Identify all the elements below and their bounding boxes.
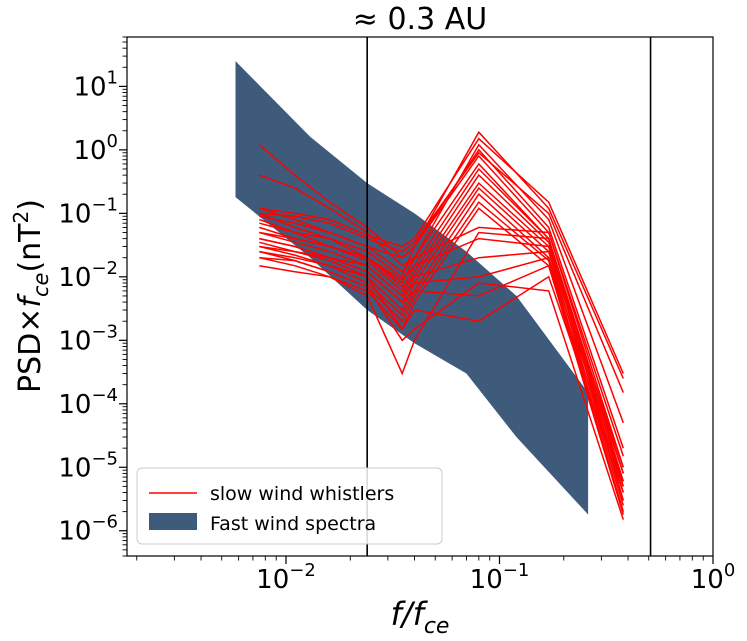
- y-tick-labels: 101 100 10−1 10−2 10−3 10−4 10−5 10−6: [58, 67, 118, 546]
- y-tick-label: 101: [73, 67, 118, 102]
- y-axis-label-sup: 2: [9, 211, 33, 224]
- y-axis-label: PSD×fce(nT2): [9, 199, 53, 393]
- whistler-line-13: [259, 215, 625, 457]
- whistler-lines-layer: [258, 130, 625, 520]
- x-axis-label: f/fce: [391, 595, 450, 639]
- whistler-line-4: [259, 154, 625, 468]
- y-tick-label: 10−4: [58, 385, 118, 420]
- legend: slow wind whistlers Fast wind spectra: [136, 467, 443, 545]
- y-axis-label-pre: PSD×: [13, 308, 48, 393]
- x-tick-label: 100: [691, 560, 736, 595]
- whistler-line-21: [259, 231, 625, 501]
- whistler-line-19: [259, 151, 624, 393]
- legend-swatch-fast-wind: [149, 513, 197, 530]
- ticks-layer: [119, 36, 714, 564]
- x-axis-label-base: f/f: [391, 595, 429, 633]
- whistler-line-22: [259, 256, 625, 520]
- x-axis-label-sub: ce: [424, 614, 450, 639]
- legend-box: [136, 467, 443, 545]
- whistler-line-14: [259, 222, 625, 468]
- whistler-line-17: [259, 245, 625, 487]
- y-tick-label: 100: [73, 131, 118, 166]
- y-axis-label-close: ): [13, 199, 48, 211]
- y-tick-label: 10−3: [58, 321, 118, 356]
- legend-label-fast-wind: Fast wind spectra: [210, 513, 376, 535]
- y-tick-label: 10−2: [58, 258, 118, 293]
- y-axis-label-sub: ce: [29, 273, 53, 297]
- whistler-line-5: [259, 162, 625, 474]
- y-tick-label: 10−1: [58, 194, 118, 229]
- y-tick-label: 10−5: [58, 448, 118, 483]
- whistler-line-20: [259, 137, 624, 374]
- legend-label-whistlers: slow wind whistlers: [210, 483, 394, 505]
- x-tick-label: 10−1: [470, 560, 530, 595]
- whistler-line-18: [259, 250, 625, 493]
- whistler-line-2: [259, 143, 625, 424]
- chart-title: ≈ 0.3 AU: [353, 2, 487, 37]
- plot-area-frame: [126, 36, 714, 557]
- whistler-line-16: [259, 237, 625, 482]
- y-axis-label-post: (nT: [13, 223, 48, 273]
- x-tick-labels: 10−2 10−1 100: [256, 560, 735, 595]
- whistler-line-3: [259, 148, 625, 449]
- whistler-line-15: [259, 231, 625, 474]
- x-tick-label: 10−2: [256, 560, 316, 595]
- y-tick-label: 10−6: [58, 512, 118, 547]
